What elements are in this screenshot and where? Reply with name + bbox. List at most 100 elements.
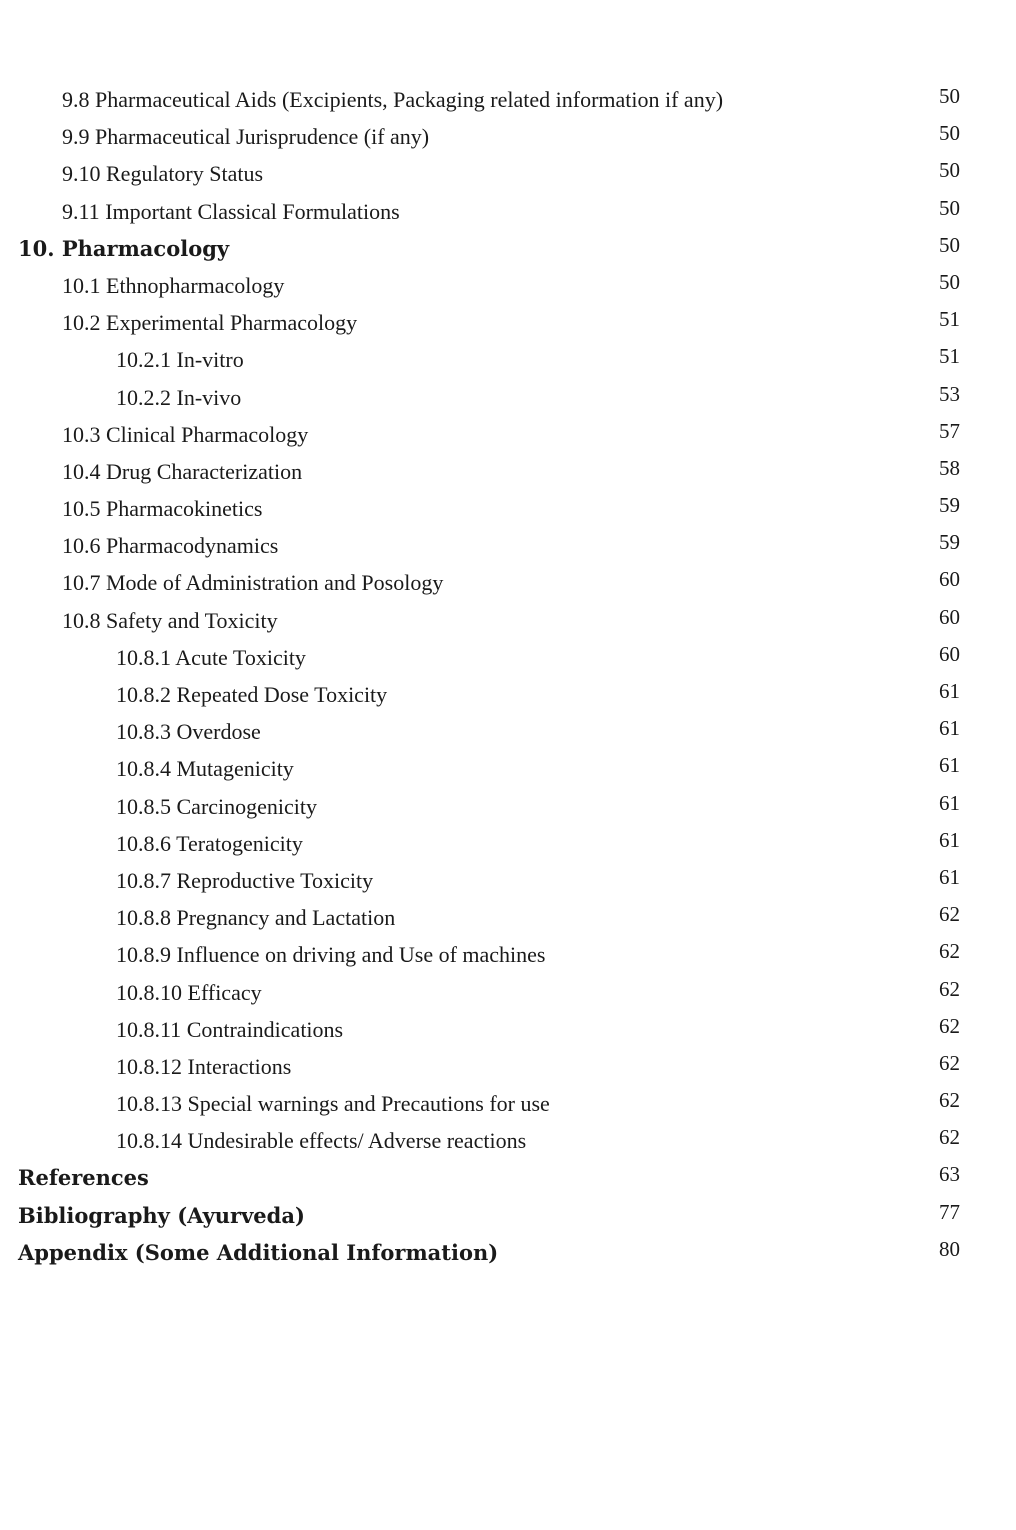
toc-entry-number: 10.2.1 [116,347,171,373]
toc-entry-label: 10. Pharmacology [18,230,229,267]
toc-entry-label: 10.8.7 Reproductive Toxicity [116,862,373,899]
toc-entry-page: 58 [939,455,960,480]
toc-entry-title: Interactions [187,1053,292,1079]
toc-entry-label: 10.8.10 Efficacy [116,974,262,1011]
toc-entry-title: Clinical Pharmacology [106,421,309,447]
toc-entry-title: Pharmaceutical Jurisprudence (if any) [95,124,430,150]
toc-entry-page: 51 [939,344,960,369]
toc-entry-number: 10.8.2 [116,682,171,707]
toc-entry-number: 10.8.13 [116,1091,182,1117]
toc-entry: 10.8.10 Efficacy 62 [0,974,1016,1011]
toc-entry-number: 10.8.3 [116,719,171,745]
toc-entry: Appendix (Some Additional Information) 80 [0,1234,1016,1271]
toc-entry-title: Contraindications [186,1016,344,1042]
toc-entry-label: 10.8.12 Interactions [116,1048,291,1085]
toc-entry-number: 10.3 [62,421,101,447]
toc-entry-page: 62 [939,1050,960,1075]
toc-entry-page: 59 [939,530,960,555]
toc-entry-label: 10.8.13 Special warnings and Precautions… [116,1085,550,1122]
toc-entry-title: Pharmaceutical Aids (Excipients, Packagi… [95,87,724,112]
toc-entry-page: 60 [939,567,960,592]
toc-entry-number: 10.8.11 [116,1016,182,1042]
toc-entry-label: 10.8.9 Influence on driving and Use of m… [116,936,546,973]
toc-entry-number: 10.8.10 [116,979,182,1005]
toc-entry-label: 10.3 Clinical Pharmacology [62,416,308,453]
toc-entry: 10.8.6 Teratogenicity 61 [0,825,1016,862]
toc-entry: 9.10 Regulatory Status 50 [0,155,1016,192]
toc-entry: 10.8.9 Influence on driving and Use of m… [0,936,1016,973]
toc-entry-label: 9.11 Important Classical Formulations [62,193,400,230]
toc-entry-title: Drug Characterization [106,458,303,484]
toc-entry-label: 10.8.8 Pregnancy and Lactation [116,899,395,936]
toc-entry-title: References [18,1165,149,1191]
toc-entry-label: Appendix (Some Additional Information) [18,1234,498,1271]
toc-entry: 10.8.7 Reproductive Toxicity 61 [0,862,1016,899]
toc-entry-title: Ethnopharmacology [106,272,285,298]
toc-entry-label: 10.2.1 In-vitro [116,341,244,378]
toc-entry-label: 9.9 Pharmaceutical Jurisprudence (if any… [62,118,429,155]
toc-entry-title: Undesirable effects/ Adverse reactions [187,1128,527,1154]
toc-entry-number: 10.2.2 [116,384,171,410]
toc-entry: 10.8.2 Repeated Dose Toxicity 61 [0,676,1016,713]
toc-entry-page: 60 [939,641,960,666]
toc-entry-label: 10.2.2 In-vivo [116,379,241,416]
toc-entry-number: 10.8.8 [116,905,171,931]
toc-entry-title: Mutagenicity [176,756,294,782]
toc-entry-label: 10.6 Pharmacodynamics [62,527,278,564]
toc-entry-page: 57 [939,418,960,443]
toc-entry-page: 60 [939,604,960,629]
toc-entry-page: 62 [939,1125,960,1150]
toc-entry-label: References [18,1159,149,1196]
toc-entry-page: 63 [939,1162,960,1187]
toc-entry-label: 10.8.6 Teratogenicity [116,825,303,862]
toc-entry: 10.8.13 Special warnings and Precautions… [0,1085,1016,1122]
toc-entry-page: 62 [939,939,960,964]
toc-entry-number: 10.8.9 [116,942,171,968]
toc-entry-page: 50 [939,158,960,183]
table-of-contents: 9.8 Pharmaceutical Aids (Excipients, Pac… [0,81,1016,1271]
toc-entry-label: 10.8.3 Overdose [116,713,261,750]
toc-entry: 9.8 Pharmaceutical Aids (Excipients, Pac… [0,81,1016,118]
toc-entry-page: 62 [939,976,960,1001]
toc-entry-number: 10.8.7 [116,867,171,893]
toc-entry-title: Special warnings and Precautions for use [187,1091,550,1117]
toc-entry: 10.8.1 Acute Toxicity 60 [0,639,1016,676]
toc-entry-title: Teratogenicity [176,830,303,856]
toc-entry-label: 9.8 Pharmaceutical Aids (Excipients, Pac… [62,81,723,118]
toc-entry-page: 61 [939,679,960,703]
toc-entry: 10.6 Pharmacodynamics 59 [0,527,1016,564]
toc-entry: 10.3 Clinical Pharmacology 57 [0,416,1016,453]
toc-entry-title: Acute Toxicity [175,644,306,670]
toc-entry-page: 61 [939,753,960,778]
toc-entry: Bibliography (Ayurveda) 77 [0,1197,1016,1234]
toc-entry-title: Overdose [176,719,261,745]
toc-entry: 10.8.12 Interactions 62 [0,1048,1016,1085]
toc-entry-number: 10.1 [62,272,101,298]
toc-entry-label: 9.10 Regulatory Status [62,155,263,192]
toc-entry: 9.11 Important Classical Formulations 50 [0,193,1016,230]
toc-entry-title: Reproductive Toxicity [176,867,374,893]
toc-entry-title: Experimental Pharmacology [106,310,358,336]
toc-entry-label: 10.8.5 Carcinogenicity [116,788,317,825]
toc-entry-page: 61 [939,827,960,852]
toc-entry-page: 61 [939,864,960,889]
toc-entry-label: 10.2 Experimental Pharmacology [62,304,357,341]
toc-entry-number: 10. [18,235,55,261]
toc-entry-title: Pharmacology [61,235,230,261]
toc-entry-label: 10.8.11 Contraindications [116,1011,343,1048]
toc-entry-page: 50 [939,195,960,220]
toc-entry-number: 10.6 [62,533,101,559]
toc-entry: 10.8.8 Pregnancy and Lactation 62 [0,899,1016,936]
toc-entry-page: 61 [939,790,960,815]
toc-entry-title: In-vivo [176,384,242,410]
toc-entry-number: 10.2 [62,310,101,336]
toc-entry-number: 10.8.14 [116,1128,182,1154]
toc-entry: 10.1 Ethnopharmacology 50 [0,267,1016,304]
toc-entry: 10.8.4 Mutagenicity 61 [0,750,1016,787]
toc-entry-number: 10.8.4 [116,756,171,782]
toc-entry-page: 62 [939,1013,960,1038]
toc-entry-number: 9.10 [62,161,101,187]
toc-entry-title: Important Classical Formulations [105,198,400,224]
toc-entry: 10.7 Mode of Administration and Posology… [0,564,1016,601]
toc-entry-title: Pregnancy and Lactation [176,905,396,931]
